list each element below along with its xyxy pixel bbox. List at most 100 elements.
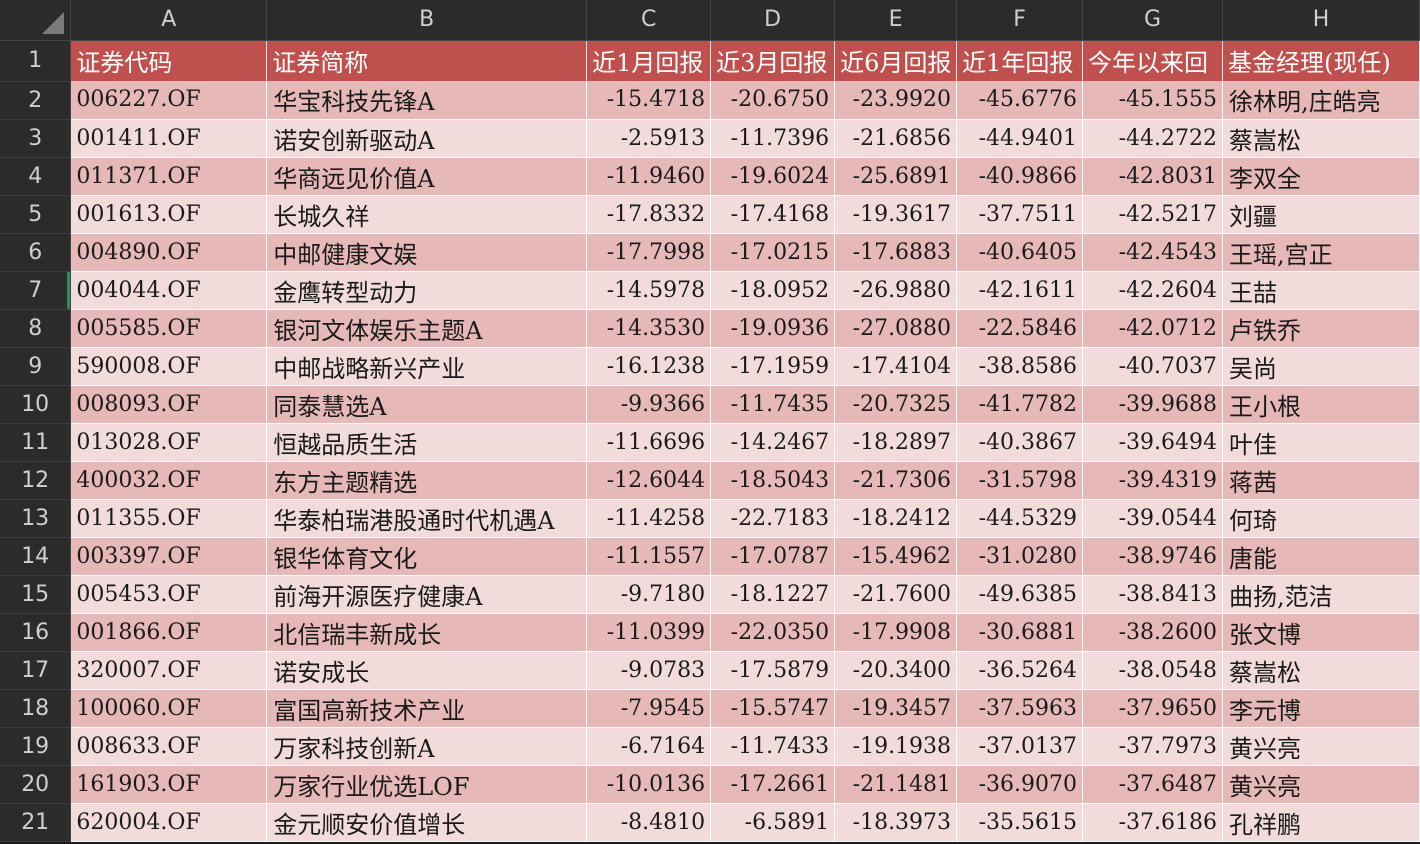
security-code-cell[interactable]: 008093.OF: [70, 385, 268, 424]
return-3m-cell[interactable]: -17.1959: [710, 347, 836, 386]
security-code-cell[interactable]: 001866.OF: [70, 613, 268, 652]
security-name-cell[interactable]: 万家科技创新A: [266, 727, 588, 766]
return-1m-cell[interactable]: -9.0783: [586, 651, 712, 690]
fund-manager-cell[interactable]: 蔡嵩松: [1222, 119, 1420, 158]
return-ytd-cell[interactable]: -38.9746: [1082, 537, 1223, 576]
return-3m-cell[interactable]: -22.7183: [710, 499, 836, 538]
return-6m-cell[interactable]: -17.4104: [834, 347, 958, 386]
row-header-21[interactable]: 21: [0, 803, 72, 842]
fund-manager-cell[interactable]: 曲扬,范洁: [1222, 575, 1420, 614]
return-3m-cell[interactable]: -11.7435: [710, 385, 836, 424]
return-ytd-cell[interactable]: -42.5217: [1082, 195, 1223, 234]
return-1y-cell[interactable]: -36.9070: [956, 765, 1084, 804]
return-1y-cell[interactable]: -31.0280: [956, 537, 1084, 576]
return-1m-cell[interactable]: -8.4810: [586, 803, 712, 842]
return-1m-cell[interactable]: -14.5978: [586, 271, 712, 310]
return-3m-cell[interactable]: -18.5043: [710, 461, 836, 500]
return-1y-cell[interactable]: -40.9866: [956, 157, 1084, 196]
return-6m-cell[interactable]: -19.1938: [834, 727, 958, 766]
security-name-cell[interactable]: 诺安创新驱动A: [266, 119, 588, 158]
security-code-cell[interactable]: 005585.OF: [70, 309, 268, 348]
return-6m-cell[interactable]: -25.6891: [834, 157, 958, 196]
return-6m-cell[interactable]: -21.6856: [834, 119, 958, 158]
return-ytd-cell[interactable]: -37.9650: [1082, 689, 1223, 728]
security-code-cell[interactable]: 006227.OF: [70, 81, 268, 120]
fund-manager-cell[interactable]: 卢铁乔: [1222, 309, 1420, 348]
row-header-18[interactable]: 18: [0, 689, 72, 728]
select-all-corner[interactable]: [0, 0, 72, 41]
fund-manager-cell[interactable]: 李元博: [1222, 689, 1420, 728]
return-1m-cell[interactable]: -10.0136: [586, 765, 712, 804]
return-ytd-cell[interactable]: -39.6494: [1082, 423, 1223, 462]
return-1y-cell[interactable]: -40.3867: [956, 423, 1084, 462]
security-code-cell[interactable]: 620004.OF: [70, 803, 268, 842]
fund-manager-cell[interactable]: 徐林明,庄皓亮: [1222, 81, 1420, 120]
security-code-cell[interactable]: 400032.OF: [70, 461, 268, 500]
row-header-11[interactable]: 11: [0, 423, 72, 462]
row-header-14[interactable]: 14: [0, 537, 72, 576]
security-code-cell[interactable]: 011371.OF: [70, 157, 268, 196]
return-ytd-cell[interactable]: -39.0544: [1082, 499, 1223, 538]
return-1y-cell[interactable]: -44.9401: [956, 119, 1084, 158]
return-1m-cell[interactable]: -6.7164: [586, 727, 712, 766]
security-name-cell[interactable]: 银河文体娱乐主题A: [266, 309, 588, 348]
security-code-cell[interactable]: 013028.OF: [70, 423, 268, 462]
return-3m-cell[interactable]: -17.4168: [710, 195, 836, 234]
return-ytd-cell[interactable]: -45.1555: [1082, 81, 1223, 120]
return-ytd-cell[interactable]: -44.2722: [1082, 119, 1223, 158]
return-6m-cell[interactable]: -18.3973: [834, 803, 958, 842]
return-3m-cell[interactable]: -19.0936: [710, 309, 836, 348]
return-1y-cell[interactable]: -31.5798: [956, 461, 1084, 500]
row-header-1[interactable]: 1: [0, 40, 72, 82]
return-6m-cell[interactable]: -18.2897: [834, 423, 958, 462]
return-1m-cell[interactable]: -17.8332: [586, 195, 712, 234]
security-name-cell[interactable]: 富国高新技术产业: [266, 689, 588, 728]
security-name-cell[interactable]: 北信瑞丰新成长: [266, 613, 588, 652]
return-1y-cell[interactable]: -30.6881: [956, 613, 1084, 652]
row-header-2[interactable]: 2: [0, 81, 72, 120]
header-cell-security-name[interactable]: 证券简称: [266, 40, 588, 81]
fund-manager-cell[interactable]: 黄兴亮: [1222, 765, 1420, 804]
return-6m-cell[interactable]: -19.3457: [834, 689, 958, 728]
return-3m-cell[interactable]: -18.0952: [710, 271, 836, 310]
return-ytd-cell[interactable]: -40.7037: [1082, 347, 1223, 386]
column-header-E[interactable]: E: [834, 0, 958, 41]
return-1m-cell[interactable]: -2.5913: [586, 119, 712, 158]
return-1m-cell[interactable]: -9.7180: [586, 575, 712, 614]
security-name-cell[interactable]: 金鹰转型动力: [266, 271, 588, 310]
return-3m-cell[interactable]: -11.7433: [710, 727, 836, 766]
return-3m-cell[interactable]: -17.0787: [710, 537, 836, 576]
fund-manager-cell[interactable]: 蒋茜: [1222, 461, 1420, 500]
header-cell-return-ytd[interactable]: 今年以来回: [1082, 40, 1223, 81]
security-name-cell[interactable]: 万家行业优选LOF: [266, 765, 588, 804]
return-1m-cell[interactable]: -11.9460: [586, 157, 712, 196]
return-1y-cell[interactable]: -41.7782: [956, 385, 1084, 424]
return-1y-cell[interactable]: -40.6405: [956, 233, 1084, 272]
row-header-10[interactable]: 10: [0, 385, 72, 424]
return-6m-cell[interactable]: -15.4962: [834, 537, 958, 576]
row-header-12[interactable]: 12: [0, 461, 72, 500]
security-code-cell[interactable]: 004044.OF: [70, 271, 268, 310]
security-code-cell[interactable]: 161903.OF: [70, 765, 268, 804]
return-ytd-cell[interactable]: -39.9688: [1082, 385, 1223, 424]
return-6m-cell[interactable]: -19.3617: [834, 195, 958, 234]
return-3m-cell[interactable]: -22.0350: [710, 613, 836, 652]
row-header-13[interactable]: 13: [0, 499, 72, 538]
return-ytd-cell[interactable]: -42.0712: [1082, 309, 1223, 348]
fund-manager-cell[interactable]: 黄兴亮: [1222, 727, 1420, 766]
return-3m-cell[interactable]: -11.7396: [710, 119, 836, 158]
return-1m-cell[interactable]: -7.9545: [586, 689, 712, 728]
row-header-9[interactable]: 9: [0, 347, 72, 386]
return-ytd-cell[interactable]: -39.4319: [1082, 461, 1223, 500]
return-1y-cell[interactable]: -36.5264: [956, 651, 1084, 690]
security-code-cell[interactable]: 011355.OF: [70, 499, 268, 538]
return-1m-cell[interactable]: -9.9366: [586, 385, 712, 424]
security-name-cell[interactable]: 诺安成长: [266, 651, 588, 690]
security-name-cell[interactable]: 金元顺安价值增长: [266, 803, 588, 842]
header-cell-return-1m[interactable]: 近1月回报: [586, 40, 712, 81]
return-1y-cell[interactable]: -38.8586: [956, 347, 1084, 386]
security-code-cell[interactable]: 001411.OF: [70, 119, 268, 158]
return-1y-cell[interactable]: -37.0137: [956, 727, 1084, 766]
fund-manager-cell[interactable]: 孔祥鹏: [1222, 803, 1420, 842]
column-header-D[interactable]: D: [710, 0, 836, 41]
